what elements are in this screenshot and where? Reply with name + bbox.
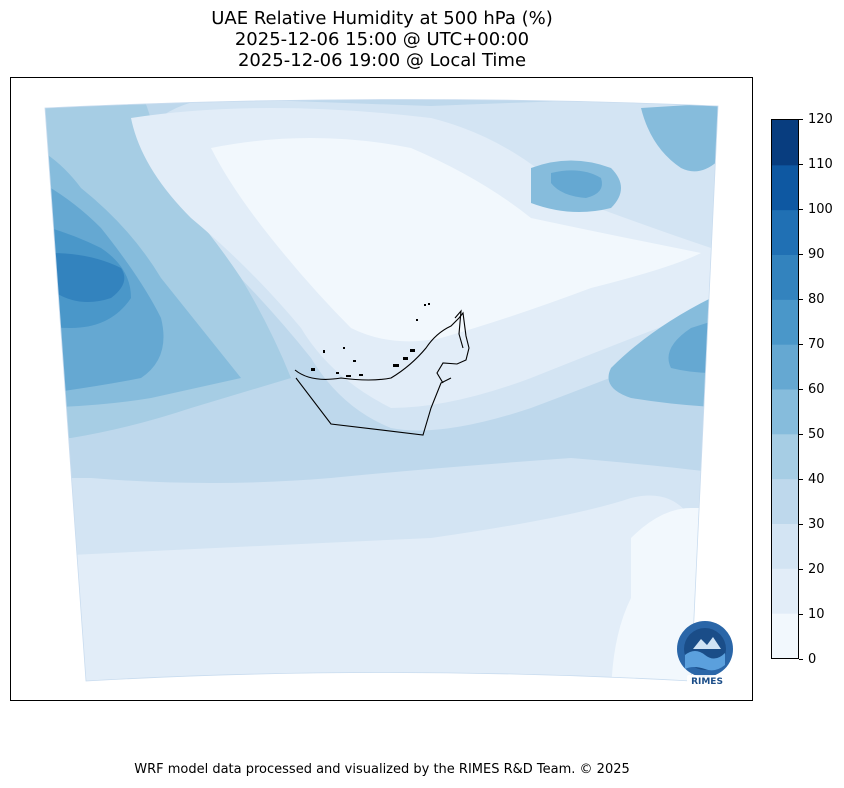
colorbar-swatch [772,209,798,255]
uae-coastline [294,309,470,436]
contour-band-0-10 [211,138,701,342]
uae-islands [311,303,430,377]
colorbar-swatch [772,120,798,166]
contour-band-10-20-south [45,495,718,681]
colorbar-ticks: 0 10 20 30 40 50 60 70 80 90 100 110 120 [799,112,833,667]
contour-band-60-70-northeast [551,170,602,198]
colorbar-swatch [772,254,798,300]
contour-band-80-90 [49,253,125,302]
footer-credit: WRF model data processed and visualized … [134,762,630,777]
colorbar-swatch [772,478,798,524]
title-line-3: 2025-12-06 19:00 @ Local Time [237,50,527,71]
colorbar-swatches [772,120,798,658]
model-domain-boundary [44,99,719,682]
title-line-2: 2025-12-06 15:00 @ UTC+00:00 [234,29,530,50]
title-line-1: UAE Relative Humidity at 500 hPa (%) [211,8,553,29]
contour-band-0-10-southeast [611,508,718,681]
rimes-logo-icon: RIMES [677,621,733,687]
humidity-map [44,99,719,682]
logo-mountain [693,637,721,649]
logo-text-band [687,675,727,686]
colorbar [771,119,799,659]
chart-title: UAE Relative Humidity at 500 hPa (%) 202… [0,8,764,71]
colorbar-swatch [772,299,798,345]
map-frame [10,77,753,701]
humidity-contours [45,99,718,681]
colorbar-swatch [772,344,798,390]
colorbar-swatch [772,613,798,658]
colorbar-swatch [772,164,798,211]
colorbar-swatch [772,389,798,435]
contour-band-50-70-northeast-corner [641,103,718,172]
colorbar-swatch [772,523,798,569]
colorbar-swatch [772,433,798,480]
colorbar-swatch [772,568,798,614]
logo-wave [685,651,725,671]
logo-text: RIMES [691,677,723,687]
